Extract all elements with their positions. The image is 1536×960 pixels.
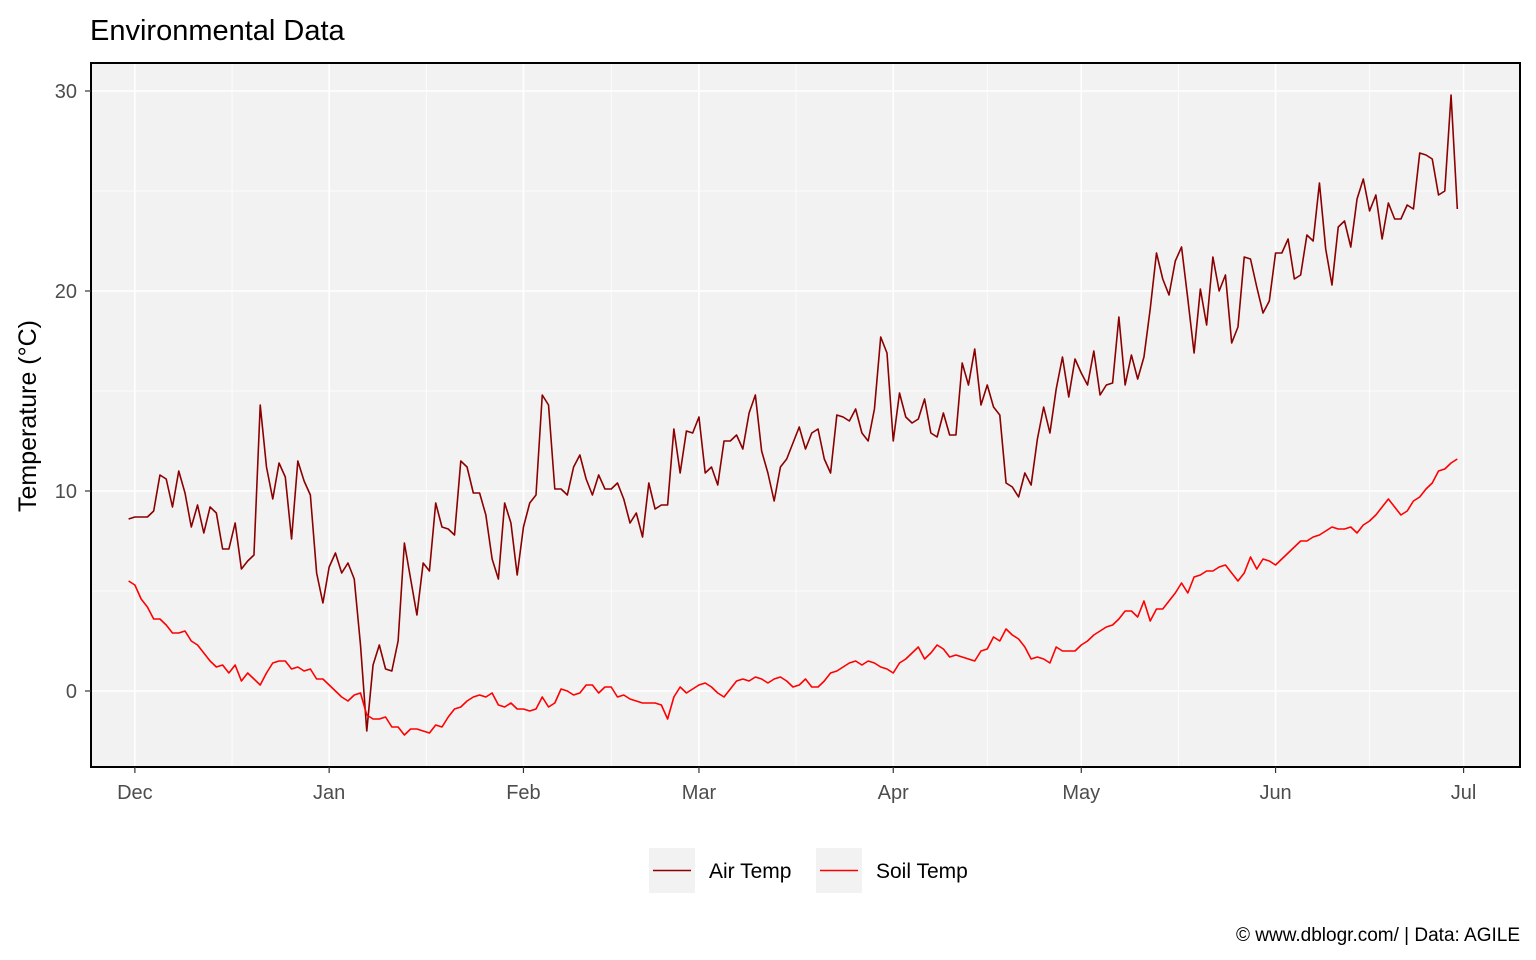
x-tick-label: Jan: [313, 782, 345, 804]
x-tick-label: Dec: [117, 782, 153, 804]
chart-title: Environmental Data: [90, 15, 346, 47]
x-axis: Dec Jan Feb Mar Apr May Jun Jul: [117, 767, 1476, 804]
legend-label-air-temp: Air Temp: [709, 860, 791, 883]
series-layer: [128, 94, 1459, 736]
y-tick-label: 10: [55, 481, 77, 503]
x-tick-label: May: [1062, 782, 1100, 804]
grid-major: [91, 63, 1520, 767]
legend: Air Temp Soil Temp: [649, 848, 968, 893]
x-tick-label: Mar: [682, 782, 717, 804]
y-axis-title: Temperature (°C): [14, 320, 42, 512]
y-axis: 0 10 20 30: [55, 81, 91, 703]
series-line-soil-temp: [128, 458, 1458, 736]
y-tick-label: 30: [55, 81, 77, 103]
x-tick-label: Apr: [878, 782, 909, 804]
legend-label-soil-temp: Soil Temp: [876, 860, 968, 883]
y-tick-label: 0: [66, 681, 77, 703]
x-tick-label: Feb: [506, 782, 540, 804]
y-tick-label: 20: [55, 281, 77, 303]
caption: © www.dblogr.com/ | Data: AGILE: [1236, 925, 1520, 946]
plot-panel: [91, 63, 1520, 767]
plot-border: [90, 62, 1521, 768]
x-tick-label: Jun: [1259, 782, 1291, 804]
series-line-air-temp: [128, 94, 1459, 732]
x-tick-label: Jul: [1451, 782, 1477, 804]
